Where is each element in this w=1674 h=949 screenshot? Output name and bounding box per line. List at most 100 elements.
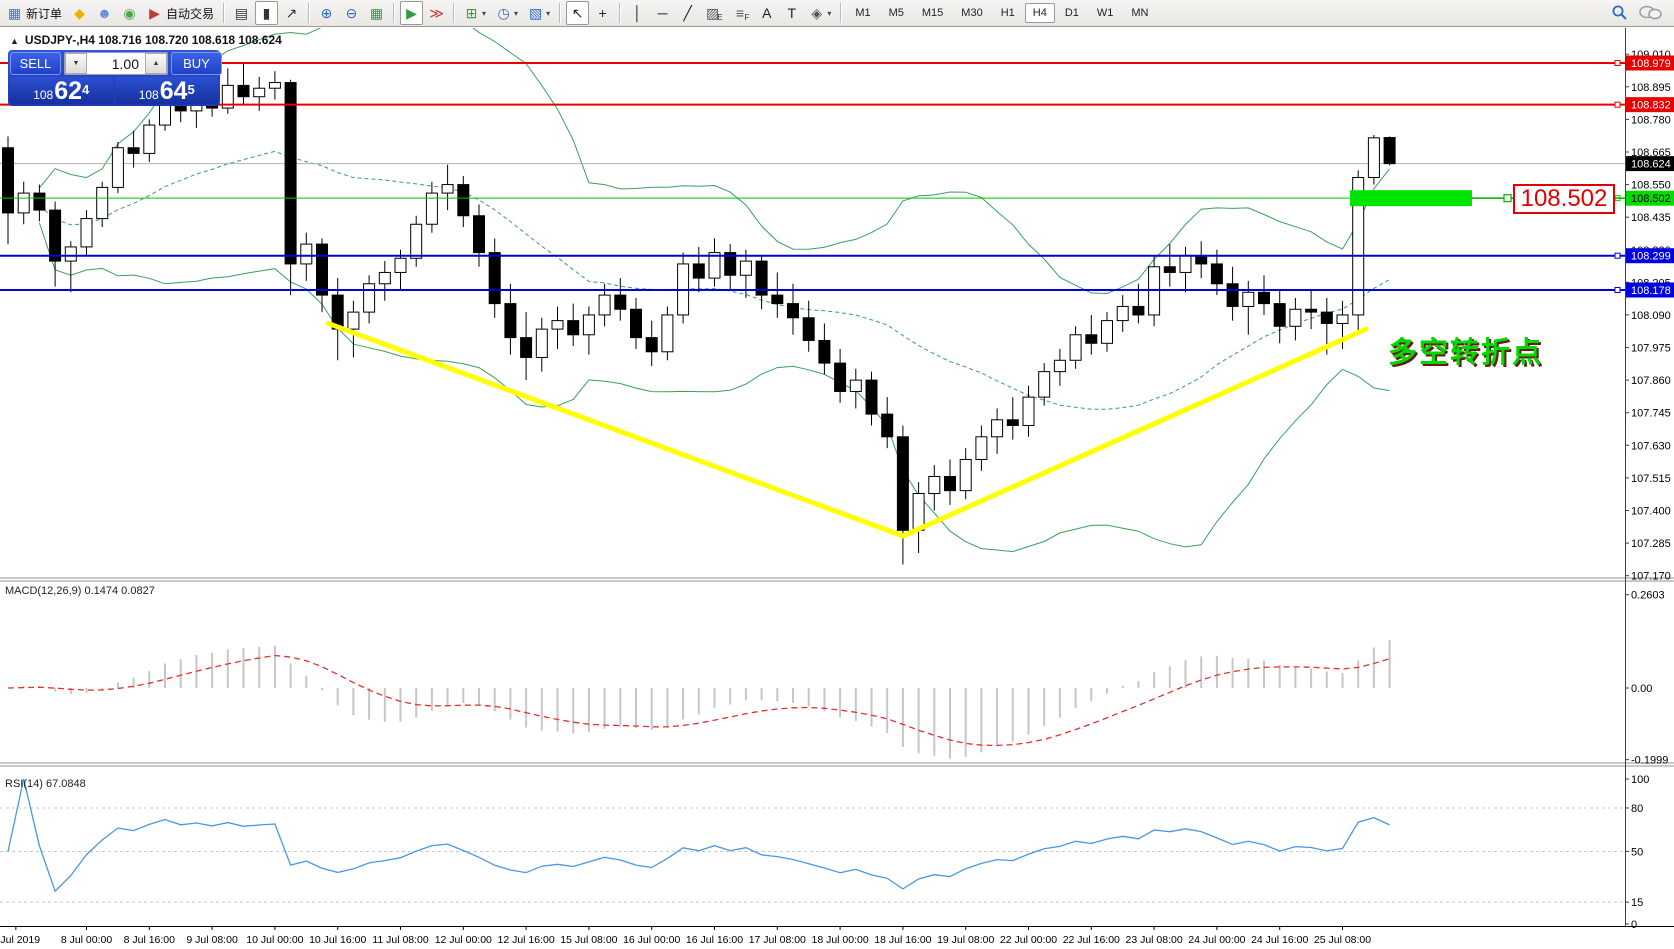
svg-text:107.515: 107.515 xyxy=(1631,473,1671,485)
svg-text:5 Jul 2019: 5 Jul 2019 xyxy=(0,934,40,946)
trendline-button[interactable]: ╱ xyxy=(676,1,699,25)
rsi-indicator-label: RSI(14) 67.0848 xyxy=(5,778,86,790)
timeframe-h4-button[interactable]: H4 xyxy=(1024,3,1055,23)
svg-text:107.400: 107.400 xyxy=(1631,505,1671,517)
svg-text:108.178: 108.178 xyxy=(1631,285,1671,297)
buy-price-prefix: 108 xyxy=(138,88,159,102)
search-icon[interactable] xyxy=(1610,4,1630,22)
timeframe-m30-button[interactable]: M30 xyxy=(961,7,983,19)
svg-text:16 Jul 00:00: 16 Jul 00:00 xyxy=(623,934,680,946)
autotrading-button[interactable]: ▶ 自动交易 xyxy=(143,1,218,25)
turning-point-annotation[interactable]: 多空转折点 xyxy=(1388,337,1544,369)
toolbar-separator xyxy=(840,3,843,23)
new-order-label: 新订单 xyxy=(26,6,63,21)
buy-price-big: 64 xyxy=(159,77,188,105)
bollinger-bands-layer xyxy=(38,28,1390,553)
chart-shift-button[interactable]: ≫ xyxy=(425,1,448,25)
timeframe-mn-button[interactable]: MN xyxy=(1131,7,1149,19)
svg-text:25 Jul 08:00: 25 Jul 08:00 xyxy=(1314,934,1371,946)
highlight-bar xyxy=(1350,190,1472,207)
cursor-button[interactable]: ↖ xyxy=(566,1,590,25)
equidistant-channel-letter: E xyxy=(717,12,723,22)
vertical-line-button[interactable]: │ xyxy=(626,1,649,25)
signals-icon: ◉ xyxy=(123,5,136,21)
svg-text:24 Jul 00:00: 24 Jul 00:00 xyxy=(1188,934,1245,946)
svg-text:108.502: 108.502 xyxy=(1631,193,1671,205)
svg-text:12 Jul 16:00: 12 Jul 16:00 xyxy=(497,934,554,946)
dropdown-caret-icon[interactable]: ▾ xyxy=(546,8,551,18)
fibonacci-button[interactable]: ≡ F xyxy=(728,1,753,25)
toolbar-right-icons xyxy=(1610,4,1664,22)
timeframe-w1-button[interactable]: W1 xyxy=(1096,7,1114,19)
svg-text:-0.1999: -0.1999 xyxy=(1631,755,1668,767)
timeframe-m1-button[interactable]: M1 xyxy=(855,7,871,19)
chart-area[interactable]: 109.010 108.895 108.780 108.665 108.550 108.4… xyxy=(0,28,1674,949)
crosshair-button[interactable]: + xyxy=(591,1,614,25)
templates-button[interactable]: ▧ ▾ xyxy=(524,1,554,25)
svg-text:19 Jul 08:00: 19 Jul 08:00 xyxy=(937,934,994,946)
arrows-button[interactable]: ◈ ▾ xyxy=(805,1,835,25)
price-chart[interactable]: 109.010108.895108.780108.665108.550108.4… xyxy=(0,28,1674,949)
svg-text:17 Jul 08:00: 17 Jul 08:00 xyxy=(749,934,806,946)
sell-price-sup: 4 xyxy=(82,82,90,97)
collapse-panel-icon[interactable]: ▲ xyxy=(10,36,19,46)
timeframe-m15-button[interactable]: M15 xyxy=(921,7,944,19)
buy-button[interactable]: BUY xyxy=(171,52,222,75)
timeframe-d1-button[interactable]: D1 xyxy=(1064,7,1079,19)
text-label-button[interactable]: T xyxy=(780,1,803,25)
svg-text:10 Jul 00:00: 10 Jul 00:00 xyxy=(246,934,303,946)
line-chart-icon: ↗ xyxy=(285,5,298,21)
periods-button[interactable]: ◷ ▾ xyxy=(492,1,522,25)
horizontal-line-button[interactable]: ─ xyxy=(651,1,674,25)
volume-input[interactable] xyxy=(87,53,145,74)
svg-text:100: 100 xyxy=(1631,774,1649,786)
autotrading-icon: ▶ xyxy=(149,5,160,21)
one-click-trading-panel: SELL ▼ ▲ BUY 108 62 4 108 64 5 xyxy=(8,50,222,106)
volume-up-button[interactable]: ▲ xyxy=(145,53,167,74)
toolbar-separator xyxy=(559,3,562,23)
bar-chart-button[interactable]: ▤ xyxy=(230,1,253,25)
price-axis: 109.010108.895108.780108.665108.550108.4… xyxy=(1625,28,1674,931)
svg-text:107.745: 107.745 xyxy=(1631,408,1671,420)
dropdown-caret-icon[interactable]: ▾ xyxy=(514,8,519,18)
metaeditor-button[interactable]: ◆ xyxy=(68,1,91,25)
candlestick-button[interactable]: ▮ xyxy=(255,1,279,25)
svg-text:8 Jul 16:00: 8 Jul 16:00 xyxy=(124,934,176,946)
svg-text:107.630: 107.630 xyxy=(1631,440,1671,452)
signals-button[interactable]: ◉ xyxy=(118,1,141,25)
profile-button[interactable]: ☻ xyxy=(93,1,116,25)
price-callout-box[interactable]: 108.502 xyxy=(1513,184,1615,214)
toolbar-separator xyxy=(393,3,396,23)
auto-scroll-button[interactable]: ▶ xyxy=(400,1,424,25)
buy-price-display[interactable]: 108 64 5 xyxy=(115,77,218,105)
zoom-in-button[interactable]: ⊕ xyxy=(315,1,338,25)
sell-price-display[interactable]: 108 62 4 xyxy=(10,77,113,104)
tile-windows-icon: ▦ xyxy=(369,5,384,21)
cursor-icon: ↖ xyxy=(571,5,584,21)
svg-text:108.435: 108.435 xyxy=(1631,212,1671,224)
dropdown-caret-icon[interactable]: ▾ xyxy=(482,8,487,18)
volume-down-button[interactable]: ▼ xyxy=(65,53,87,74)
new-order-button[interactable]: ▦ 新订单 xyxy=(3,1,66,25)
text-button[interactable]: A xyxy=(755,1,778,25)
chart-title-text: USDJPY-,H4 108.716 108.720 108.618 108.6… xyxy=(24,33,282,47)
new-order-icon: ▦ xyxy=(7,5,22,21)
svg-text:9 Jul 08:00: 9 Jul 08:00 xyxy=(186,934,238,946)
time-axis: 5 Jul 2019 8 Jul 00:00 8 Jul 16:00 9 Jul 08… xyxy=(0,926,1674,946)
timeframe-h1-button[interactable]: H1 xyxy=(1000,7,1015,19)
zoom-out-button[interactable]: ⊖ xyxy=(340,1,363,25)
chat-icon[interactable] xyxy=(1638,4,1664,22)
svg-text:18 Jul 00:00: 18 Jul 00:00 xyxy=(811,934,868,946)
timeframe-m5-button[interactable]: M5 xyxy=(888,7,904,19)
line-chart-button[interactable]: ↗ xyxy=(280,1,303,25)
sell-button[interactable]: SELL xyxy=(10,52,61,75)
fibonacci-letter: F xyxy=(744,12,750,22)
tile-windows-button[interactable]: ▦ xyxy=(365,1,388,25)
svg-text:50: 50 xyxy=(1631,846,1643,858)
svg-text:108.624: 108.624 xyxy=(1631,159,1671,171)
yellow-trendlines-layer xyxy=(325,320,1369,539)
svg-text:108.780: 108.780 xyxy=(1631,114,1671,126)
indicators-button[interactable]: ⊞ ▾ xyxy=(460,1,490,25)
equidistant-channel-button[interactable]: ▨ E xyxy=(701,1,726,25)
dropdown-caret-icon[interactable]: ▾ xyxy=(827,8,832,18)
